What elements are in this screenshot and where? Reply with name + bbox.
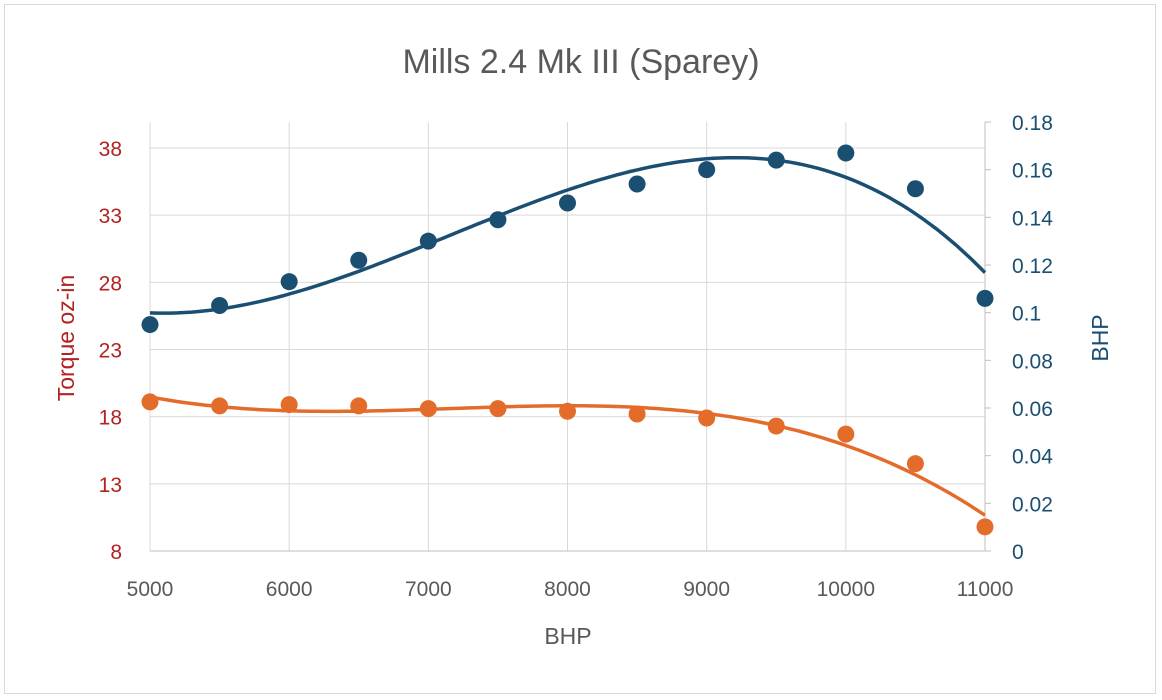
chart-title: Mills 2.4 Mk III (Sparey) xyxy=(402,43,759,81)
data-points xyxy=(141,144,994,536)
x-tick-label: 6000 xyxy=(266,578,313,601)
torque-point xyxy=(280,396,298,414)
left-y-tick-label: 18 xyxy=(99,407,122,430)
right-y-tick-label: 0.16 xyxy=(1012,160,1053,183)
x-tick-label: 8000 xyxy=(544,578,591,601)
x-tick-label: 10000 xyxy=(817,578,875,601)
bhp-point xyxy=(767,151,785,169)
bhp-point xyxy=(906,180,924,198)
x-tick-label: 7000 xyxy=(405,578,452,601)
right-y-tick-label: 0.12 xyxy=(1012,255,1053,278)
bhp-point xyxy=(141,316,159,334)
torque-point xyxy=(211,397,229,415)
right-y-tick-label: 0.18 xyxy=(1012,112,1053,135)
right-y-tick-label: 0 xyxy=(1012,541,1024,564)
x-axis-title: BHP xyxy=(544,623,591,649)
left-y-tick-label: 13 xyxy=(99,474,122,497)
torque-point xyxy=(628,405,646,423)
bhp-point xyxy=(976,289,994,307)
bhp-point xyxy=(837,144,855,162)
torque-point xyxy=(350,397,368,415)
right-y-tick-label: 0.04 xyxy=(1012,446,1053,469)
right-y-tick-labels: 0 0.02 0.04 0.06 0.08 0.1 0.12 0.14 0.16 0.18 xyxy=(1012,112,1053,564)
bhp-point xyxy=(559,194,576,212)
right-y-tick-label: 0.14 xyxy=(1012,207,1053,230)
x-tick-label: 9000 xyxy=(683,578,730,601)
left-y-axis-title: Torque oz-in xyxy=(53,275,79,402)
right-y-tick-label: 0.02 xyxy=(1012,493,1053,516)
torque-point xyxy=(976,518,994,536)
bhp-trendline xyxy=(149,155,987,315)
x-tick-labels: 5000 6000 7000 8000 9000 10000 11000 xyxy=(127,578,1014,601)
torque-point xyxy=(559,402,576,420)
left-y-tick-labels: 8 13 18 23 28 33 38 xyxy=(99,138,122,564)
right-y-tick-label: 0.1 xyxy=(1012,303,1041,326)
bhp-point xyxy=(489,211,507,229)
x-tick-label: 5000 xyxy=(127,578,174,601)
bhp-point xyxy=(211,297,229,315)
x-tick-label: 11000 xyxy=(957,578,1014,601)
bhp-point xyxy=(280,273,298,291)
left-y-tick-label: 23 xyxy=(99,340,122,363)
left-y-tick-label: 28 xyxy=(99,272,122,295)
right-y-tick-label: 0.08 xyxy=(1012,350,1053,373)
right-y-tick-label: 0.06 xyxy=(1012,398,1053,421)
left-y-tick-label: 38 xyxy=(99,138,122,161)
bhp-point xyxy=(628,175,646,193)
left-y-tick-label: 8 xyxy=(110,541,122,564)
torque-point xyxy=(419,400,437,418)
torque-point xyxy=(837,425,855,443)
torque-point xyxy=(489,400,507,418)
torque-point xyxy=(906,455,924,473)
bhp-point xyxy=(350,251,368,269)
bhp-point xyxy=(419,232,437,250)
left-y-tick-label: 33 xyxy=(99,205,122,228)
torque-point xyxy=(698,409,716,427)
torque-point xyxy=(767,417,785,435)
torque-point xyxy=(141,393,159,411)
bhp-point xyxy=(698,161,716,179)
right-y-axis-title: BHP xyxy=(1087,314,1113,361)
